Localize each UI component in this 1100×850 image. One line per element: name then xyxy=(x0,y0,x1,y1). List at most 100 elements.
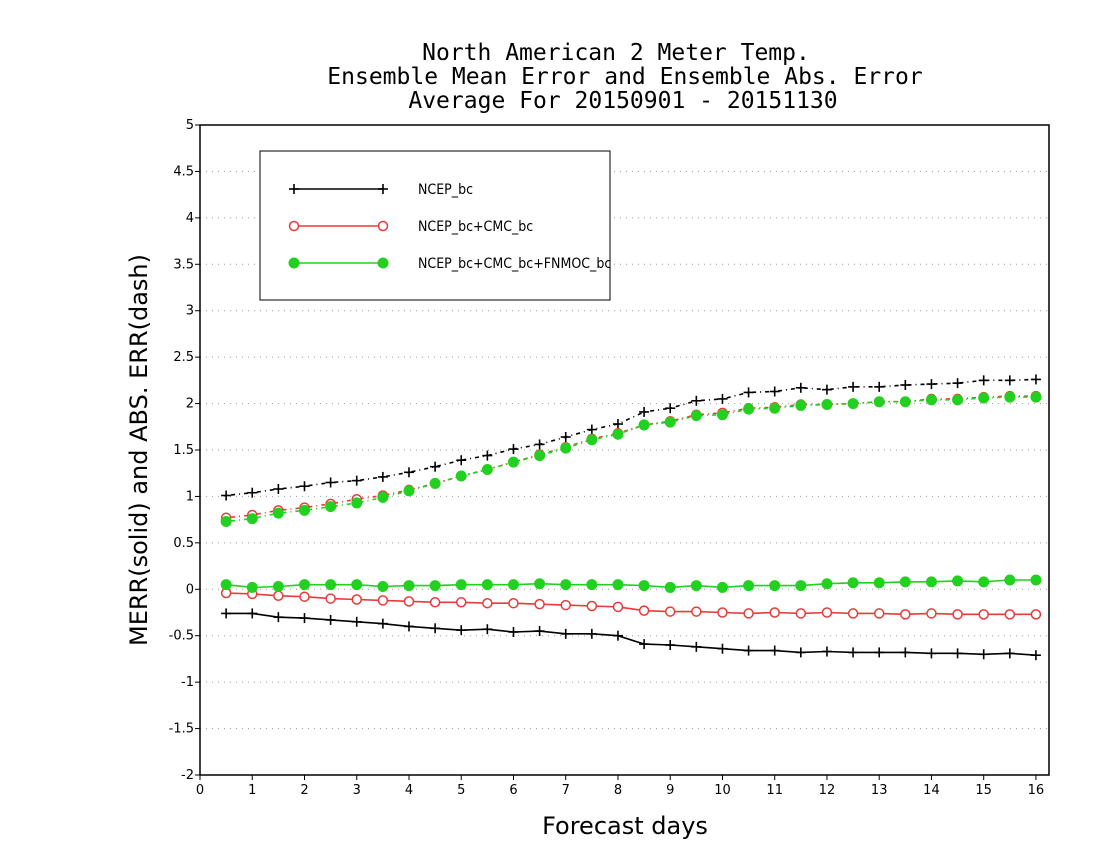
merr-point xyxy=(743,608,754,619)
merr-point xyxy=(612,579,624,591)
merr-point xyxy=(795,608,807,619)
merr-point xyxy=(717,607,728,618)
abs-err-point xyxy=(221,490,232,501)
x-tick-label: 12 xyxy=(819,783,836,798)
merr-point xyxy=(978,576,990,588)
y-tick-label: 4 xyxy=(186,211,194,226)
abs-err-point xyxy=(769,386,780,397)
abs-err-point xyxy=(273,484,284,494)
abs-err-point xyxy=(220,516,232,527)
x-tick-label: 7 xyxy=(562,783,570,798)
abs-err-point xyxy=(351,497,363,509)
abs-err-point xyxy=(429,477,441,489)
abs-err-point xyxy=(717,393,728,404)
abs-err-point xyxy=(664,416,676,428)
abs-err-point xyxy=(560,432,571,442)
merr-point xyxy=(1030,650,1041,661)
abs-err-point xyxy=(952,394,964,406)
merr-point xyxy=(299,613,310,624)
legend-marker xyxy=(288,220,300,232)
merr-point xyxy=(638,605,650,616)
x-tick-label: 5 xyxy=(457,783,465,798)
abs-err-point xyxy=(639,406,650,417)
legend-marker xyxy=(289,184,299,194)
x-tick-label: 6 xyxy=(509,783,517,798)
merr-point xyxy=(952,575,964,587)
abs-err-point xyxy=(1030,374,1041,385)
merr-point xyxy=(900,647,911,658)
merr-point xyxy=(925,576,937,588)
abs-err-point xyxy=(246,513,258,525)
merr-point xyxy=(952,648,963,659)
merr-point xyxy=(377,581,389,592)
abs-err-point xyxy=(899,396,911,408)
merr-point xyxy=(690,580,702,592)
merr-point xyxy=(455,579,467,591)
abs-err-point xyxy=(665,403,676,414)
merr-point xyxy=(429,580,441,592)
merr-point xyxy=(299,591,310,602)
merr-point xyxy=(482,624,493,635)
x-axis-label: Forecast days xyxy=(542,812,708,840)
abs-err-point xyxy=(1030,391,1042,403)
x-tick-label: 11 xyxy=(766,783,783,798)
x-tick-label: 16 xyxy=(1028,783,1045,798)
merr-point xyxy=(508,597,519,609)
merr-point xyxy=(273,612,284,623)
merr-point xyxy=(403,621,414,632)
merr-point xyxy=(482,597,493,609)
y-tick-label: 2.5 xyxy=(173,350,194,365)
merr-point xyxy=(1004,648,1015,659)
y-tick-label: 5 xyxy=(186,118,194,133)
abs-err-line xyxy=(226,396,1036,523)
merr-point xyxy=(298,579,310,591)
abs-err-point xyxy=(534,450,546,462)
abs-err-point xyxy=(403,467,414,478)
merr-point xyxy=(403,580,415,592)
merr-point xyxy=(1004,574,1016,586)
abs-err-point xyxy=(638,419,650,431)
abs-err-point xyxy=(586,424,597,435)
merr-point xyxy=(717,643,728,654)
legend-entry: NCEP_bc xyxy=(289,182,473,198)
merr-point xyxy=(926,648,937,659)
x-tick-label: 9 xyxy=(666,783,674,798)
y-tick-label: 0.5 xyxy=(173,536,194,551)
merr-point xyxy=(874,647,885,658)
series-NCEP_bc xyxy=(221,374,1041,661)
y-tick-label: -2 xyxy=(181,768,194,783)
merr-point xyxy=(560,628,571,639)
abs-err-point xyxy=(325,501,337,513)
merr-point xyxy=(900,609,911,620)
merr-point xyxy=(639,639,650,650)
abs-err-point xyxy=(377,471,388,482)
abs-err-point xyxy=(299,481,310,492)
abs-err-point xyxy=(925,394,937,406)
merr-point xyxy=(691,606,702,617)
legend-marker xyxy=(377,257,389,269)
series-NCEP_bc+CMC_bc+FNMOC_bc xyxy=(220,391,1042,593)
x-tick-label: 1 xyxy=(248,783,256,798)
abs-err-point xyxy=(769,402,781,414)
merr-point xyxy=(665,640,676,650)
merr-point xyxy=(743,580,755,592)
merr-point xyxy=(247,608,258,619)
abs-err-point xyxy=(848,381,859,392)
merr-point xyxy=(560,599,571,611)
chart-title-line-2: Ensemble Mean Error and Ensemble Abs. Er… xyxy=(327,64,922,90)
x-tick-label: 4 xyxy=(405,783,413,798)
merr-point xyxy=(821,607,833,618)
merr-point xyxy=(769,645,780,656)
merr-point xyxy=(534,626,545,637)
x-tick-label: 2 xyxy=(300,783,308,798)
merr-point xyxy=(220,579,232,591)
x-tick-label: 14 xyxy=(923,783,940,798)
merr-point xyxy=(899,576,911,588)
merr-point xyxy=(1030,609,1042,620)
abs-err-point xyxy=(430,461,441,472)
merr-point xyxy=(612,630,623,641)
merr-point xyxy=(926,608,937,619)
legend-marker xyxy=(377,220,389,232)
abs-err-point xyxy=(586,434,598,446)
abs-err-point xyxy=(795,399,807,411)
